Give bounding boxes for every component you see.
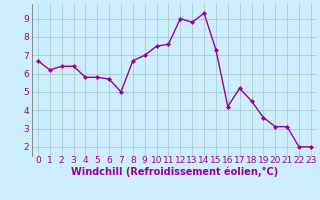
X-axis label: Windchill (Refroidissement éolien,°C): Windchill (Refroidissement éolien,°C) bbox=[71, 166, 278, 177]
